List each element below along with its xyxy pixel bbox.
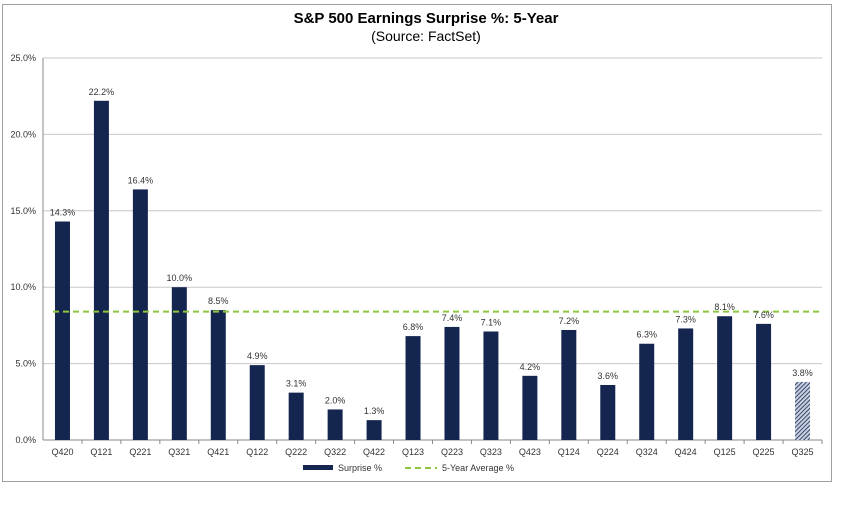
y-tick-label: 15.0% (10, 206, 36, 216)
x-tick-label: Q225 (753, 447, 775, 457)
bar-Q420 (54, 221, 70, 440)
bar-Q321 (171, 287, 187, 440)
chart-title: S&P 500 Earnings Surprise %: 5-Year (293, 10, 559, 27)
y-tick-label: 10.0% (10, 282, 36, 292)
x-tick-label: Q122 (246, 447, 268, 457)
data-label-Q222: 3.1% (286, 379, 307, 389)
bar-Q225 (756, 323, 772, 440)
x-tick-label: Q421 (207, 447, 229, 457)
y-tick-label: 0.0% (15, 435, 36, 445)
x-tick-label: Q322 (324, 447, 346, 457)
data-label-Q224: 3.6% (598, 371, 619, 381)
bar-Q423 (522, 375, 538, 440)
data-label-Q225: 7.6% (753, 310, 774, 320)
x-tick-label: Q324 (636, 447, 658, 457)
data-label-Q420: 14.3% (50, 207, 76, 217)
y-tick-label: 25.0% (10, 53, 36, 63)
data-label-Q324: 6.3% (636, 330, 657, 340)
x-tick-label: Q321 (168, 447, 190, 457)
x-tick-label: Q123 (402, 447, 424, 457)
legend-swatch-surprise (303, 465, 333, 470)
data-label-Q223: 7.4% (442, 313, 463, 323)
bar-Q122 (249, 365, 265, 440)
bar-Q221 (132, 189, 148, 440)
x-tick-label: Q424 (675, 447, 697, 457)
data-label-Q422: 1.3% (364, 406, 385, 416)
data-label-Q123: 6.8% (403, 322, 424, 332)
bar-Q123 (405, 336, 421, 440)
bar-Q124 (561, 329, 577, 440)
y-tick-label: 20.0% (10, 129, 36, 139)
data-label-Q421: 8.5% (208, 296, 229, 306)
data-label-Q221: 16.4% (128, 175, 154, 185)
data-label-Q125: 8.1% (714, 302, 735, 312)
bar-Q323 (483, 331, 499, 440)
bar-Q324 (639, 343, 655, 440)
x-tick-label: Q422 (363, 447, 385, 457)
x-tick-label: Q222 (285, 447, 307, 457)
bar-Q325 (795, 381, 811, 440)
data-label-Q325: 3.8% (792, 368, 813, 378)
data-label-Q124: 7.2% (559, 316, 580, 326)
x-tick-label: Q224 (597, 447, 619, 457)
x-tick-label: Q323 (480, 447, 502, 457)
bar-Q421 (210, 310, 226, 440)
bar-Q125 (717, 316, 733, 440)
data-label-Q322: 2.0% (325, 395, 346, 405)
bar-Q224 (600, 384, 616, 440)
x-tick-label: Q325 (792, 447, 814, 457)
x-tick-label: Q124 (558, 447, 580, 457)
data-label-Q121: 22.2% (89, 87, 115, 97)
x-tick-label: Q223 (441, 447, 463, 457)
chart-frame (2, 4, 832, 482)
bar-Q422 (366, 420, 382, 440)
chart-subtitle: (Source: FactSet) (371, 28, 481, 44)
y-tick-label: 5.0% (15, 359, 36, 369)
x-tick-label: Q221 (129, 447, 151, 457)
x-tick-label: Q420 (51, 447, 73, 457)
legend-label-surprise: Surprise % (338, 463, 382, 473)
bar-Q322 (327, 409, 343, 440)
data-label-Q423: 4.2% (520, 362, 541, 372)
bar-Q223 (444, 326, 460, 440)
bar-Q121 (93, 100, 109, 440)
bar-Q222 (288, 392, 304, 440)
data-label-Q424: 7.3% (675, 314, 696, 324)
x-tick-label: Q125 (714, 447, 736, 457)
x-tick-label: Q423 (519, 447, 541, 457)
data-label-Q323: 7.1% (481, 318, 502, 328)
x-tick-label: Q121 (90, 447, 112, 457)
data-label-Q122: 4.9% (247, 351, 268, 361)
bar-Q424 (678, 328, 694, 440)
data-label-Q321: 10.0% (167, 273, 193, 283)
legend-label-average: 5-Year Average % (442, 463, 514, 473)
